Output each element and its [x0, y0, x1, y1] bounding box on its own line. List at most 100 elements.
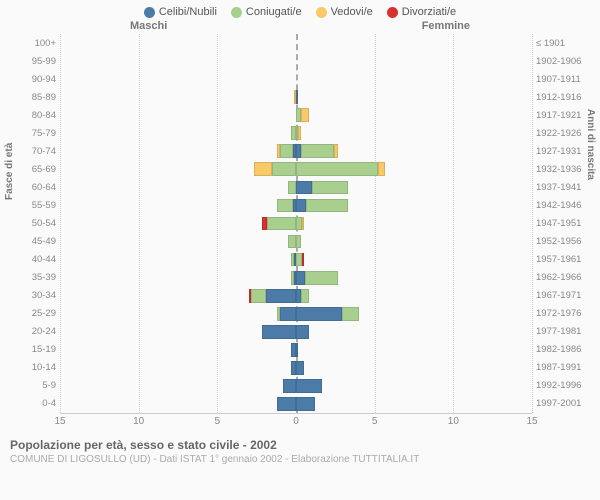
bar-segment [251, 289, 266, 303]
female-bar [296, 108, 375, 122]
female-bar [296, 271, 438, 285]
x-tick-label: 10 [133, 416, 144, 427]
female-bar [296, 379, 406, 393]
chart-footer: Popolazione per età, sesso e stato civil… [0, 432, 600, 465]
bar-segment [301, 144, 334, 158]
female-bar [296, 199, 453, 213]
legend-swatch [316, 7, 327, 18]
bar-segment [296, 162, 378, 176]
bar-segment [334, 144, 339, 158]
age-band-row: 15-191982-1986 [60, 341, 532, 359]
age-band-row: 70-741927-1931 [60, 142, 532, 160]
male-bar [202, 397, 296, 411]
male-bar [202, 144, 296, 158]
birth-year-label: 1967-1971 [536, 290, 592, 301]
female-bar [296, 181, 453, 195]
bar-segment [312, 181, 349, 195]
legend-swatch [144, 7, 155, 18]
bar-segment [277, 397, 296, 411]
age-band-row: 0-41997-2001 [60, 395, 532, 413]
legend-swatch [387, 7, 398, 18]
bar-segment [298, 126, 301, 140]
age-band-row: 85-891912-1916 [60, 88, 532, 106]
legend-label: Celibi/Nubili [159, 6, 217, 18]
age-label: 75-79 [16, 128, 56, 139]
age-band-row: 10-141987-1991 [60, 359, 532, 377]
x-tick-label: 5 [215, 416, 221, 427]
male-bar [202, 307, 296, 321]
age-label: 95-99 [16, 56, 56, 67]
age-label: 10-14 [16, 362, 56, 373]
age-band-row: 95-991902-1906 [60, 52, 532, 70]
birth-year-label: 1987-1991 [536, 362, 592, 373]
bar-segment [378, 162, 385, 176]
birth-year-label: 1917-1921 [536, 110, 592, 121]
bar-segment [302, 217, 304, 231]
age-label: 0-4 [16, 398, 56, 409]
legend-label: Divorziati/e [402, 6, 456, 18]
age-band-row: 50-541947-1951 [60, 214, 532, 232]
age-label: 35-39 [16, 272, 56, 283]
bar-segment [296, 325, 309, 339]
bar-segment [288, 181, 296, 195]
female-bar [296, 289, 375, 303]
age-label: 70-74 [16, 146, 56, 157]
birth-year-label: 1922-1926 [536, 128, 592, 139]
age-band-row: 25-291972-1976 [60, 305, 532, 323]
male-bar [217, 379, 296, 393]
female-bar [296, 361, 359, 375]
birth-year-label: 1982-1986 [536, 344, 592, 355]
age-band-row: 5-91992-1996 [60, 377, 532, 395]
age-label: 20-24 [16, 326, 56, 337]
bar-segment [262, 325, 296, 339]
female-label: Femmine [422, 20, 470, 32]
male-bar [147, 289, 296, 303]
male-bar [154, 162, 296, 176]
male-label: Maschi [130, 20, 167, 32]
legend: Celibi/NubiliConiugati/eVedovi/eDivorzia… [0, 0, 600, 20]
age-label: 25-29 [16, 308, 56, 319]
chart-title: Popolazione per età, sesso e stato civil… [10, 438, 592, 452]
age-band-row: 40-441957-1961 [60, 251, 532, 269]
legend-label: Vedovi/e [331, 6, 373, 18]
age-label: 80-84 [16, 110, 56, 121]
birth-year-label: 1942-1946 [536, 200, 592, 211]
age-label: 65-69 [16, 164, 56, 175]
bar-segment [301, 108, 309, 122]
male-bar [233, 235, 296, 249]
bar-segment [283, 379, 296, 393]
birth-year-label: 1902-1906 [536, 56, 592, 67]
x-tick-label: 10 [448, 416, 459, 427]
bar-segment [342, 307, 359, 321]
male-bar [170, 325, 296, 339]
bar-segment [296, 199, 306, 213]
female-bar [296, 253, 359, 267]
side-titles: Maschi Femmine [0, 20, 600, 32]
legend-swatch [231, 7, 242, 18]
bar-segment [280, 307, 296, 321]
birth-year-label: ≤ 1901 [536, 38, 592, 49]
chart-subtitle: COMUNE DI LIGOSULLO (UD) - Dati ISTAT 1°… [10, 454, 592, 465]
male-bar [249, 271, 296, 285]
age-label: 85-89 [16, 92, 56, 103]
male-bar [249, 126, 296, 140]
age-band-row: 65-691932-1936 [60, 160, 532, 178]
age-band-row: 75-791922-1926 [60, 124, 532, 142]
bar-segment [296, 379, 322, 393]
female-bar [296, 325, 375, 339]
legend-item: Celibi/Nubili [144, 6, 217, 18]
birth-year-label: 1977-1981 [536, 326, 592, 337]
age-band-row: 60-641937-1941 [60, 178, 532, 196]
x-tick-label: 5 [372, 416, 378, 427]
x-axis: 15105051015 [60, 414, 532, 432]
birth-year-label: 1937-1941 [536, 182, 592, 193]
grid-line [532, 34, 533, 413]
female-bar [296, 397, 390, 411]
bar-segment [296, 397, 315, 411]
bar-segment [296, 235, 301, 249]
age-label: 5-9 [16, 380, 56, 391]
age-label: 55-59 [16, 200, 56, 211]
bar-segment [296, 307, 342, 321]
age-label: 60-64 [16, 182, 56, 193]
male-bar [280, 90, 296, 104]
